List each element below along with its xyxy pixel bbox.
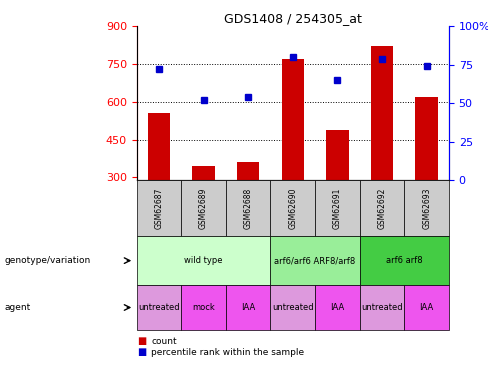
Text: ■: ■	[137, 348, 146, 357]
Text: untreated: untreated	[361, 303, 403, 312]
Bar	[237, 162, 259, 180]
Text: genotype/variation: genotype/variation	[5, 256, 91, 265]
Text: count: count	[151, 337, 177, 346]
Text: untreated: untreated	[272, 303, 314, 312]
Bar	[371, 46, 393, 180]
Bar	[192, 166, 215, 180]
Text: GSM62693: GSM62693	[422, 188, 431, 229]
Bar	[326, 130, 348, 180]
Text: mock: mock	[192, 303, 215, 312]
Text: wild type: wild type	[184, 256, 223, 265]
Text: GSM62692: GSM62692	[378, 188, 386, 229]
Text: IAA: IAA	[330, 303, 345, 312]
Title: GDS1408 / 254305_at: GDS1408 / 254305_at	[224, 12, 362, 25]
Text: arf6 arf8: arf6 arf8	[386, 256, 423, 265]
Text: GSM62688: GSM62688	[244, 188, 253, 229]
Text: ■: ■	[137, 336, 146, 346]
Text: GSM62690: GSM62690	[288, 188, 297, 229]
Bar	[415, 97, 438, 180]
Text: IAA: IAA	[241, 303, 255, 312]
Text: GSM62689: GSM62689	[199, 188, 208, 229]
Bar	[282, 59, 304, 180]
Text: arf6/arf6 ARF8/arf8: arf6/arf6 ARF8/arf8	[274, 256, 356, 265]
Text: agent: agent	[5, 303, 31, 312]
Text: GSM62687: GSM62687	[154, 188, 163, 229]
Text: IAA: IAA	[420, 303, 434, 312]
Text: percentile rank within the sample: percentile rank within the sample	[151, 348, 305, 357]
Text: untreated: untreated	[138, 303, 180, 312]
Text: GSM62691: GSM62691	[333, 188, 342, 229]
Bar	[148, 113, 170, 180]
